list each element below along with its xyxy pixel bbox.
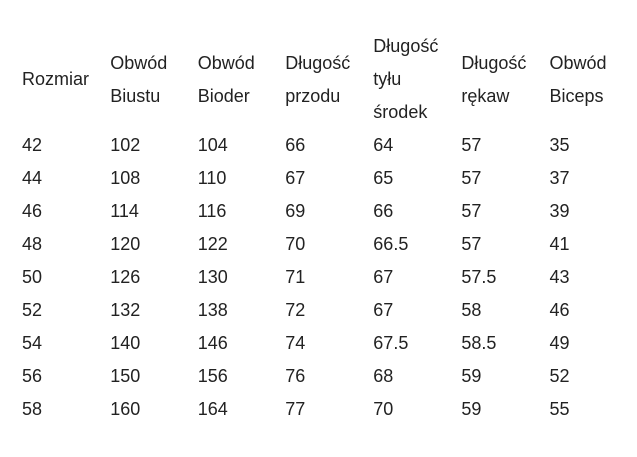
table-cell: 132 (110, 300, 141, 320)
table-row: 46 114 116 69 66 57 39 (22, 195, 637, 228)
column-header: Rozmiar (22, 30, 110, 129)
table-cell: 66.5 (373, 234, 409, 254)
table-cell: 71 (285, 267, 306, 287)
column-header: Długość przodu (285, 30, 373, 129)
table-cell: 108 (110, 168, 141, 188)
column-header-line: Długość (373, 36, 439, 56)
table-cell: 70 (373, 399, 394, 419)
table-cell: 46 (22, 201, 43, 221)
table-cell: 116 (197, 201, 227, 221)
table-row: 44 108 110 67 65 57 37 (22, 162, 637, 195)
table-cell: 42 (22, 135, 43, 155)
column-header-line: Biceps (549, 85, 604, 106)
table-cell: 37 (549, 168, 570, 188)
column-header: Obwód Biustu (110, 30, 197, 129)
table-cell: 76 (285, 366, 306, 386)
table-row: 54 140 146 74 67.5 58.5 49 (22, 327, 637, 360)
table-cell: 54 (22, 333, 43, 353)
table-cell: 44 (22, 168, 43, 188)
table-cell: 104 (197, 135, 228, 155)
table-cell: 57 (461, 234, 482, 254)
table-row: 42 102 104 66 64 57 35 (22, 129, 637, 162)
table-cell: 110 (197, 168, 227, 188)
table-cell: 49 (549, 333, 570, 353)
table-cell: 146 (197, 333, 228, 353)
column-header-line: rękaw (461, 85, 510, 106)
table-cell: 138 (197, 300, 228, 320)
column-header-line: tyłu (373, 69, 402, 89)
column-header-line: Rozmiar (22, 69, 90, 89)
table-cell: 57.5 (461, 267, 497, 287)
table-cell: 67 (285, 168, 306, 188)
table-cell: 59 (461, 399, 482, 419)
table-cell: 48 (22, 234, 43, 254)
table-cell: 59 (461, 366, 482, 386)
table-cell: 57 (461, 168, 482, 188)
column-header-line: Obwód (197, 52, 255, 73)
column-header: Obwód Biceps (549, 30, 637, 129)
table-cell: 66 (285, 135, 306, 155)
table-cell: 67 (373, 300, 394, 320)
column-header-line: Obwód (549, 52, 607, 73)
column-header-line: Bioder (197, 85, 250, 106)
table-cell: 69 (285, 201, 306, 221)
table-row: 48 120 122 70 66.5 57 41 (22, 228, 637, 261)
table-cell: 130 (197, 267, 228, 287)
table-cell: 64 (373, 135, 394, 155)
table-cell: 66 (373, 201, 394, 221)
column-header: Długość tyłu środek (373, 30, 461, 129)
table-cell: 150 (110, 366, 141, 386)
table-cell: 72 (285, 300, 306, 320)
table-cell: 67.5 (373, 333, 409, 353)
table-cell: 74 (285, 333, 306, 353)
column-header-line: Biustu (110, 85, 161, 106)
column-header-line: przodu (285, 85, 341, 106)
column-header-line: Długość (285, 52, 351, 73)
table-cell: 52 (549, 366, 570, 386)
table-cell: 102 (110, 135, 141, 155)
column-header-line: Długość (461, 52, 527, 73)
table-cell: 39 (549, 201, 570, 221)
column-header-line: Obwód (110, 52, 168, 73)
table-row: 58 160 164 77 70 59 55 (22, 393, 637, 426)
table-cell: 57 (461, 135, 482, 155)
table-cell: 55 (549, 399, 570, 419)
table-cell: 52 (22, 300, 43, 320)
table-cell: 41 (549, 234, 570, 254)
table-cell: 58 (461, 300, 482, 320)
table-cell: 58 (22, 399, 43, 419)
table-cell: 122 (197, 234, 228, 254)
table-cell: 140 (110, 333, 141, 353)
table-cell: 70 (285, 234, 306, 254)
size-chart-table: Rozmiar Obwód Biustu Obwód Bioder Długość przo… (22, 30, 637, 426)
column-header: Obwód Bioder (198, 30, 285, 129)
table-cell: 46 (549, 300, 570, 320)
column-header-line: środek (373, 102, 428, 122)
header-row: Rozmiar Obwód Biustu Obwód Bioder Długość przo… (22, 30, 637, 129)
table-cell: 43 (549, 267, 570, 287)
table-row: 52 132 138 72 67 58 46 (22, 294, 637, 327)
table-cell: 126 (110, 267, 141, 287)
table-cell: 57 (461, 201, 482, 221)
column-header: Długość rękaw (461, 30, 549, 129)
table-cell: 164 (197, 399, 228, 419)
table-cell: 68 (373, 366, 394, 386)
table-cell: 114 (110, 201, 139, 221)
table-row: 50 126 130 71 67 57.5 43 (22, 261, 637, 294)
table-cell: 58.5 (461, 333, 497, 353)
table-cell: 50 (22, 267, 43, 287)
table-cell: 35 (549, 135, 570, 155)
table-cell: 120 (110, 234, 141, 254)
table-cell: 156 (197, 366, 228, 386)
table-cell: 77 (285, 399, 306, 419)
table-cell: 67 (373, 267, 394, 287)
table-cell: 160 (110, 399, 141, 419)
table-cell: 56 (22, 366, 43, 386)
table-cell: 65 (373, 168, 394, 188)
table-row: 56 150 156 76 68 59 52 (22, 360, 637, 393)
